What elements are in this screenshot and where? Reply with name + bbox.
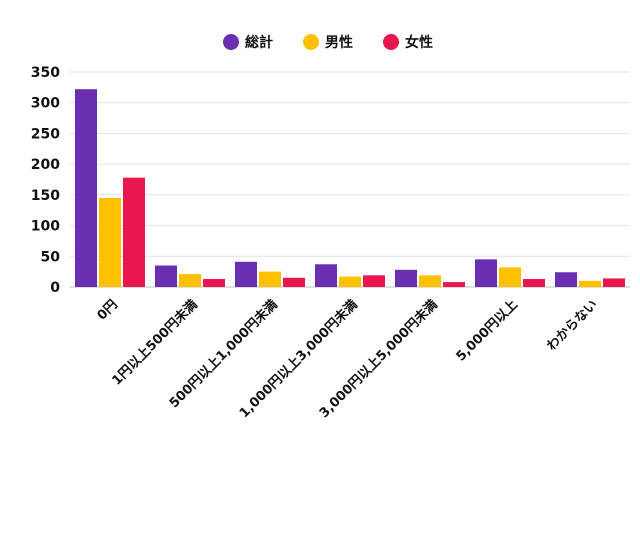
legend-swatch bbox=[223, 34, 239, 50]
y-tick-label: 150 bbox=[31, 188, 60, 204]
bar bbox=[499, 267, 521, 287]
bar bbox=[235, 261, 257, 287]
bar bbox=[523, 279, 545, 287]
bar bbox=[419, 275, 441, 287]
y-tick-label: 0 bbox=[50, 280, 60, 296]
legend-swatch bbox=[303, 34, 319, 50]
bar bbox=[395, 269, 417, 287]
y-axis: 0 50 100 150 200 250 300 350 bbox=[31, 65, 60, 296]
bar bbox=[363, 275, 385, 287]
bar bbox=[75, 89, 97, 287]
bar bbox=[339, 276, 361, 287]
bar bbox=[99, 197, 121, 287]
bar bbox=[315, 264, 337, 287]
x-tick-label: 5,000円以上 bbox=[454, 297, 521, 364]
y-tick-label: 350 bbox=[31, 65, 60, 81]
x-tick-label: 0円 bbox=[95, 297, 121, 323]
legend-label: 女性 bbox=[405, 34, 433, 51]
legend: 総計 男性 女性 bbox=[223, 34, 433, 51]
bars bbox=[75, 89, 625, 287]
legend-label: 男性 bbox=[325, 34, 353, 51]
x-tick-label: わからない bbox=[544, 297, 601, 354]
bar bbox=[179, 274, 201, 287]
bar bbox=[283, 277, 305, 287]
bar bbox=[603, 278, 625, 287]
bar bbox=[555, 272, 577, 287]
gridlines bbox=[70, 71, 630, 288]
legend-label: 総計 bbox=[245, 34, 273, 51]
legend-swatch bbox=[383, 34, 399, 50]
bar bbox=[475, 259, 497, 287]
bar bbox=[443, 282, 465, 287]
bar bbox=[155, 265, 177, 287]
bar bbox=[203, 279, 225, 287]
bar bbox=[579, 280, 601, 287]
y-tick-label: 50 bbox=[41, 249, 61, 265]
bar bbox=[259, 271, 281, 287]
x-tick-label: 1円以上500円未満 bbox=[109, 297, 201, 389]
y-tick-label: 100 bbox=[31, 219, 60, 235]
y-tick-label: 250 bbox=[31, 126, 60, 142]
bar bbox=[123, 177, 145, 287]
y-tick-label: 200 bbox=[31, 157, 60, 173]
x-axis: 0円1円以上500円未満500円以上1,000円未満1,000円以上3,000円… bbox=[95, 297, 601, 422]
y-tick-label: 300 bbox=[31, 96, 60, 112]
